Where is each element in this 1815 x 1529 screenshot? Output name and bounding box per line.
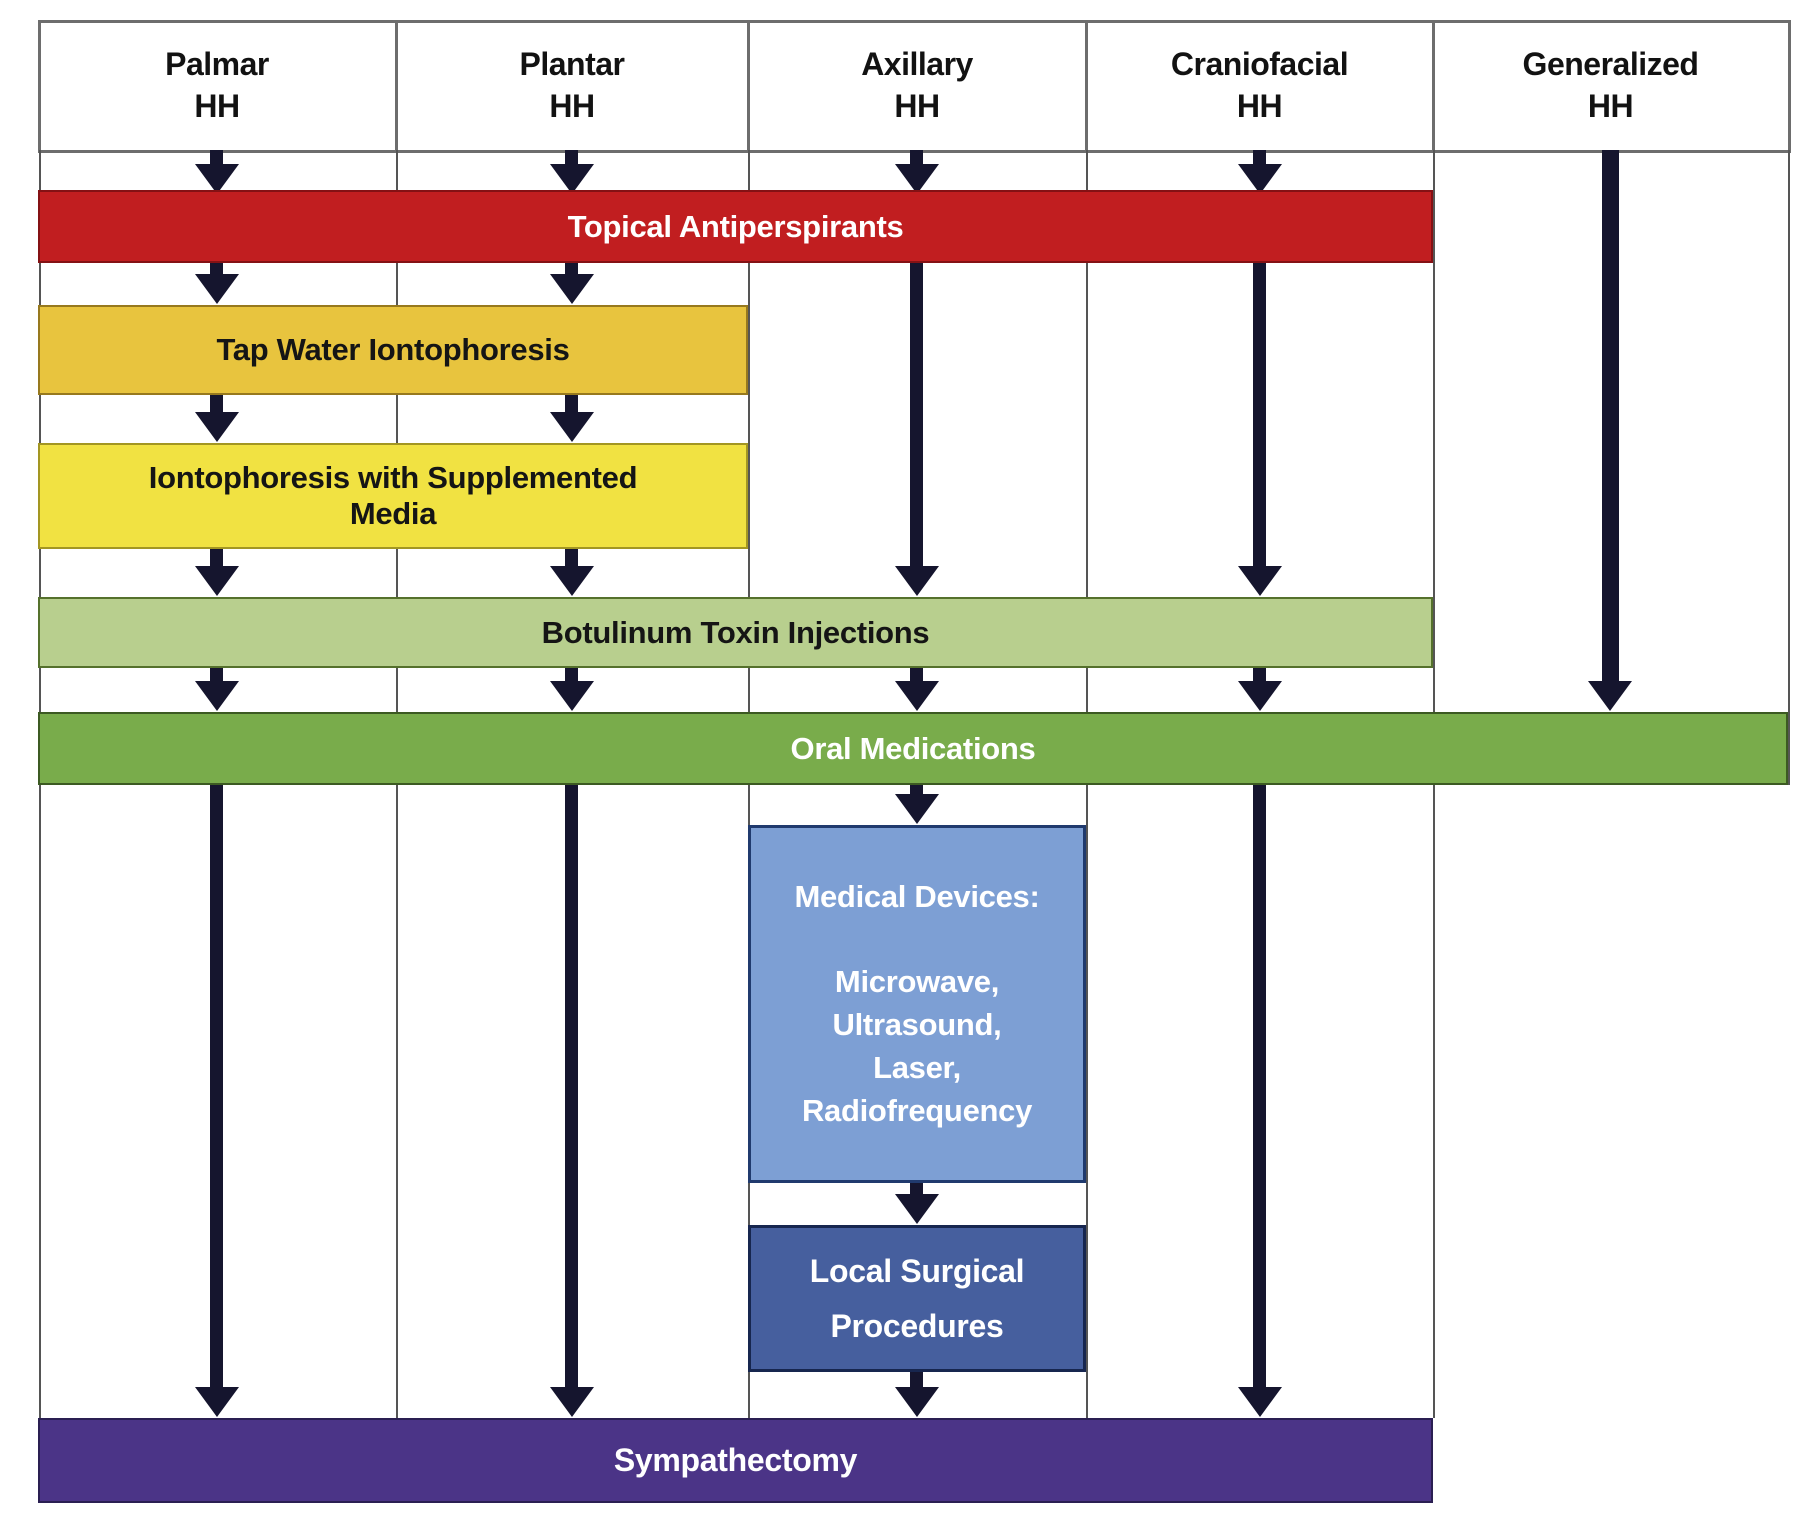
- arrow-down-icon: [550, 1387, 594, 1417]
- grid-line: [395, 20, 398, 153]
- arrow-down-icon: [550, 566, 594, 596]
- treatment-sympathectomy: Sympathectomy: [38, 1418, 1433, 1503]
- treatment-iontophoresis-supplemented-media: Iontophoresis with Supplemented Media: [38, 443, 748, 549]
- arrow-down-icon: [895, 1387, 939, 1417]
- arrow-down-icon: [895, 164, 939, 194]
- treatment-label: Oral Medications: [790, 730, 1036, 766]
- arrow-down-icon: [550, 412, 594, 442]
- arrow-down-icon: [195, 681, 239, 711]
- column-header-palmar: Palmar HH: [38, 20, 396, 150]
- arrow-down-icon: [895, 794, 939, 824]
- arrow-down-icon: [910, 263, 923, 574]
- treatment-botulinum-toxin-injections: Botulinum Toxin Injections: [38, 597, 1433, 668]
- arrow-down-icon: [895, 681, 939, 711]
- arrow-down-icon: [195, 566, 239, 596]
- treatment-label: Local Surgical Procedures: [809, 1253, 1025, 1344]
- grid-line: [1085, 20, 1088, 153]
- arrow-down-icon: [895, 566, 939, 596]
- treatment-label: Sympathectomy: [613, 1442, 858, 1478]
- arrow-down-icon: [550, 274, 594, 304]
- column-header-label: Axillary HH: [861, 45, 973, 124]
- arrow-down-icon: [895, 1194, 939, 1224]
- arrow-down-icon: [1253, 785, 1266, 1395]
- arrow-down-icon: [1238, 681, 1282, 711]
- arrow-down-icon: [1588, 681, 1632, 711]
- treatment-medical-devices: Medical Devices: Microwave, Ultrasound, …: [748, 825, 1086, 1183]
- arrow-down-icon: [1602, 150, 1619, 689]
- column-header-label: Plantar HH: [519, 45, 625, 124]
- arrow-down-icon: [1238, 1387, 1282, 1417]
- column-header-craniofacial: Craniofacial HH: [1086, 20, 1433, 150]
- grid-line: [38, 20, 41, 153]
- grid-line: [747, 20, 750, 153]
- column-header-axillary: Axillary HH: [748, 20, 1086, 150]
- arrow-down-icon: [195, 1387, 239, 1417]
- arrow-down-icon: [210, 785, 223, 1395]
- treatment-label: Botulinum Toxin Injections: [541, 614, 930, 650]
- treatment-topical-antiperspirants: Topical Antiperspirants: [38, 190, 1433, 263]
- arrow-down-icon: [1238, 566, 1282, 596]
- grid-line: [1432, 20, 1435, 153]
- arrow-down-icon: [550, 681, 594, 711]
- column-header-label: Palmar HH: [165, 45, 269, 124]
- grid-line: [38, 20, 1791, 23]
- treatment-label: Medical Devices: Microwave, Ultrasound, …: [794, 878, 1040, 1128]
- column-header-label: Generalized HH: [1522, 45, 1699, 124]
- treatment-label: Topical Antiperspirants: [567, 208, 904, 244]
- treatment-local-surgical-procedures: Local Surgical Procedures: [748, 1225, 1086, 1372]
- arrow-down-icon: [550, 164, 594, 194]
- arrow-down-icon: [195, 412, 239, 442]
- arrow-down-icon: [195, 164, 239, 194]
- treatment-label: Iontophoresis with Supplemented Media: [148, 460, 638, 531]
- column-header-generalized: Generalized HH: [1433, 20, 1788, 150]
- arrow-down-icon: [565, 785, 578, 1395]
- arrow-down-icon: [1253, 263, 1266, 574]
- column-divider: [1788, 150, 1790, 785]
- arrow-down-icon: [1238, 164, 1282, 194]
- arrow-down-icon: [195, 274, 239, 304]
- grid-line: [1788, 20, 1791, 153]
- column-header-plantar: Plantar HH: [396, 20, 748, 150]
- treatment-label: Tap Water Iontophoresis: [216, 332, 570, 367]
- treatment-oral-medications: Oral Medications: [38, 712, 1788, 785]
- treatment-tap-water-iontophoresis: Tap Water Iontophoresis: [38, 305, 748, 395]
- column-header-label: Craniofacial HH: [1170, 45, 1349, 124]
